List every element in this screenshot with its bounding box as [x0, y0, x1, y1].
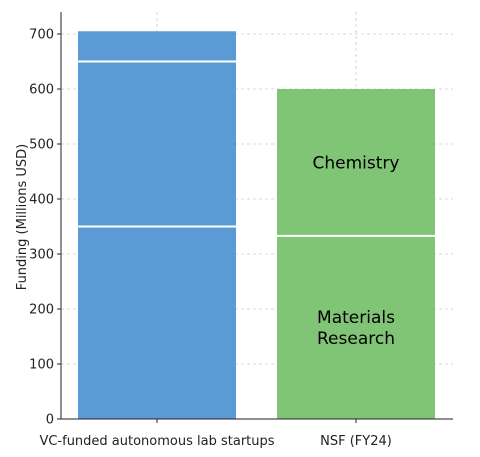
- bar-segment: [78, 226, 236, 419]
- y-tick-label: 0: [46, 413, 54, 428]
- bar-segment: [277, 235, 435, 419]
- segment-label: Materials Research: [317, 308, 395, 349]
- y-tick-label: 100: [29, 358, 54, 373]
- x-tick-label: NSF (FY24): [320, 434, 392, 449]
- y-tick-label: 200: [29, 303, 54, 318]
- bars-layer: Materials Research Chemistry: [78, 31, 435, 419]
- y-tick-label: 400: [29, 193, 54, 208]
- segment-label: Chemistry: [313, 153, 400, 173]
- y-axis-title: Funding (Millions USD): [15, 144, 30, 290]
- y-tick-label: 500: [29, 138, 54, 153]
- bar-segment: [78, 61, 236, 227]
- y-tick-label: 600: [29, 83, 54, 98]
- bar-segment: [277, 89, 435, 236]
- bar-segment: [78, 31, 236, 62]
- y-tick-label: 300: [29, 248, 54, 263]
- y-tick-label: 700: [29, 28, 54, 43]
- axes-layer: 0 100 200 300 400 500 600 700 VC-funded autonomo…: [29, 12, 453, 449]
- x-tick-label: VC-funded autonomous lab startups: [39, 434, 274, 449]
